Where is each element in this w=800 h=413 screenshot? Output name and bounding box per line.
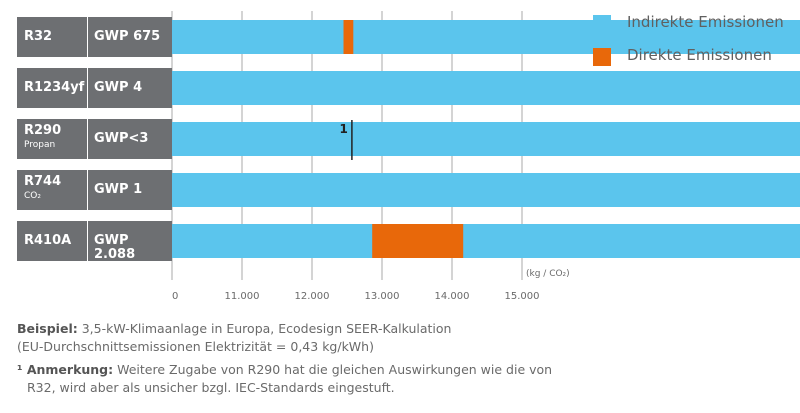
label-divider xyxy=(87,119,88,159)
category-label-r744: R744 CO₂ GWP 1 xyxy=(17,170,172,210)
refrigerant-name: R744 xyxy=(24,174,62,189)
label-divider xyxy=(87,170,88,210)
x-tick-label-5: 15.000 xyxy=(505,291,540,302)
refrigerant-name: R1234yf xyxy=(24,80,85,95)
bar-r1234yf-indirect xyxy=(172,71,800,105)
category-label-r32: R32 GWP 675 xyxy=(17,17,172,57)
label-divider xyxy=(87,221,88,261)
remark-note-text: Weitere Zugabe von R290 hat die gleichen… xyxy=(113,362,553,377)
footnote-mark: ¹ xyxy=(17,362,23,377)
refrigerant-name: R32 xyxy=(24,29,53,44)
legend-label: Direkte Emissionen xyxy=(627,46,772,64)
gwp-value: GWP 2.088 xyxy=(94,233,136,262)
gwp-value: GWP 675 xyxy=(94,29,161,44)
gwp-value: GWP<3 xyxy=(94,131,149,146)
legend-label: Indirekte Emissionen xyxy=(627,13,784,31)
x-tick-label-0: 0 xyxy=(172,291,178,302)
example-note-label: Beispiel: xyxy=(17,321,78,336)
x-tick-label-1: 11.000 xyxy=(225,291,260,302)
annotation-label-0: 1 xyxy=(340,122,348,136)
bar-r290-indirect xyxy=(172,122,800,156)
label-divider xyxy=(87,17,88,57)
refrigerant-subtitle: CO₂ xyxy=(24,191,41,201)
x-tick-label-4: 14.000 xyxy=(435,291,470,302)
legend-swatch xyxy=(593,15,611,33)
bar-r32-direct xyxy=(343,20,354,54)
gwp-value: GWP 4 xyxy=(94,80,143,95)
x-unit-label: (kg / CO₂) xyxy=(526,269,570,279)
example-note-text: 3,5-kW-Klimaanlage in Europa, Ecodesign … xyxy=(77,321,452,336)
bar-r410a-indirect xyxy=(172,224,800,258)
category-label-r1234yf: R1234yf GWP 4 xyxy=(17,68,172,108)
legend-swatch xyxy=(593,48,611,66)
refrigerant-name: R410A xyxy=(24,233,72,248)
x-tick-label-2: 12.000 xyxy=(295,291,330,302)
example-note: Beispiel: 3,5-kW-Klimaanlage in Europa, … xyxy=(17,321,451,337)
remark-note-label: Anmerkung: xyxy=(22,362,114,377)
category-label-r290: R290 Propan GWP<3 xyxy=(17,119,172,159)
bar-r410a-direct xyxy=(372,224,464,258)
example-note-line2: (EU-Durchschnittsemissionen Elektrizität… xyxy=(17,339,374,354)
label-divider xyxy=(87,68,88,108)
remark-note: ¹ Anmerkung: Weitere Zugabe von R290 hat… xyxy=(17,362,552,378)
refrigerant-subtitle: Propan xyxy=(24,140,56,150)
category-label-r410a: R410A GWP 2.088 xyxy=(17,221,172,262)
remark-note-line2: R32, wird aber als unsicher bzgl. IEC-St… xyxy=(27,380,395,395)
refrigerant-name: R290 xyxy=(24,123,62,138)
bar-r744-indirect xyxy=(172,173,800,207)
x-tick-label-3: 13.000 xyxy=(365,291,400,302)
bar-r32-indirect xyxy=(172,20,800,54)
gwp-value: GWP 1 xyxy=(94,182,143,197)
